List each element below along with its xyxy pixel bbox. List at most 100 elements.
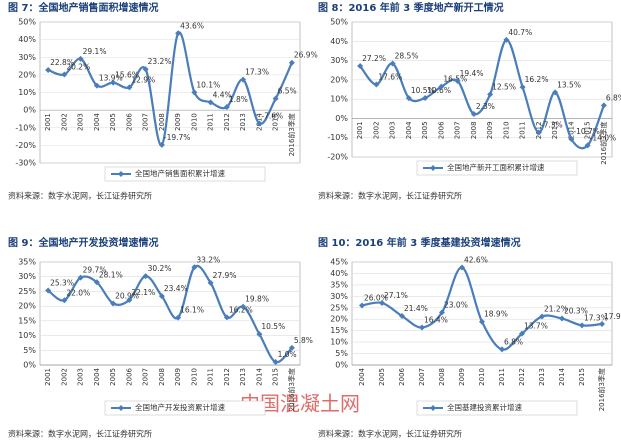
value-label: 20.9% — [115, 291, 139, 300]
x-tick-label: 2005 — [109, 113, 117, 131]
point-marker — [579, 322, 585, 329]
point-marker — [45, 66, 52, 73]
point-marker — [272, 95, 279, 102]
x-tick-label: 2009 — [174, 113, 182, 131]
value-label: 2.3% — [476, 102, 495, 111]
value-label: 12.9% — [131, 75, 155, 84]
x-tick-label: 2005 — [421, 121, 429, 139]
x-tick-label: 2008 — [158, 113, 166, 131]
point-marker — [158, 293, 165, 300]
x-tick-label: 2015 — [584, 121, 592, 139]
value-label: 13.9% — [99, 74, 123, 83]
x-tick-label: 2012 — [518, 368, 526, 386]
value-label: 20.3% — [564, 307, 588, 316]
x-tick-label: 2014 — [255, 367, 263, 385]
value-label: 26.9% — [294, 51, 318, 60]
y-tick-label: 35% — [330, 280, 348, 289]
value-label: 20.2% — [66, 63, 90, 72]
x-tick-label: 2011 — [207, 113, 215, 131]
x-tick-label: 2002 — [372, 121, 380, 139]
x-tick-label: 2012 — [223, 113, 231, 131]
legend-marker — [118, 405, 124, 411]
point-marker — [422, 94, 429, 101]
value-label: 16.4% — [424, 315, 448, 324]
x-tick-label: 2013 — [239, 368, 247, 386]
x-tick-label: 2016前3季度 — [287, 113, 296, 156]
x-tick-label: 2001 — [44, 368, 52, 386]
y-tick-label: 25% — [18, 287, 36, 296]
point-marker — [499, 346, 505, 353]
value-label: -7.6% — [261, 112, 283, 121]
value-label: 22.0% — [66, 288, 90, 297]
x-tick-label: 2011 — [519, 121, 527, 139]
y-tick-label: 5% — [23, 346, 36, 355]
value-label: 16.5% — [443, 75, 467, 84]
point-marker — [552, 89, 559, 96]
value-label: 28.1% — [99, 270, 123, 279]
point-marker — [207, 279, 214, 286]
legend-box — [416, 160, 578, 176]
value-label: 13.7% — [524, 322, 548, 331]
point-marker — [459, 264, 465, 271]
x-tick-label: 2013 — [551, 121, 559, 139]
x-tick-label: 2003 — [389, 121, 397, 139]
y-tick-label: 10% — [330, 338, 348, 347]
value-label: 15.6% — [115, 71, 139, 80]
x-tick-label: 2015 — [272, 368, 280, 386]
x-tick-label: 2010 — [478, 368, 486, 386]
value-label: 40.7% — [508, 28, 532, 37]
y-tick-label: 0% — [23, 106, 36, 115]
x-tick-label: 2007 — [142, 113, 150, 131]
x-tick-label: 2009 — [458, 368, 466, 386]
point-marker — [487, 91, 494, 98]
x-tick-label: 2010 — [190, 368, 198, 386]
y-tick-label: 20% — [18, 70, 36, 79]
x-tick-label: 2006 — [125, 367, 133, 385]
x-tick-label: 2007 — [142, 368, 150, 386]
point-marker — [479, 318, 485, 325]
point-marker — [110, 300, 117, 307]
point-marker — [419, 324, 425, 331]
x-tick-label: 2016前3季度 — [597, 368, 606, 411]
series-line — [47, 31, 293, 146]
legend-marker — [430, 165, 436, 171]
x-tick-label: 2008 — [438, 368, 446, 386]
point-marker — [288, 344, 295, 351]
point-marker — [45, 287, 52, 294]
source-note: 资料来源：数字水泥网，长江证券研究所 — [8, 191, 152, 201]
x-tick-label: 2009 — [486, 121, 494, 139]
legend-label: 全国地产开发投资累计增速 — [135, 402, 225, 412]
point-marker — [223, 314, 230, 321]
point-marker — [142, 66, 149, 73]
y-tick-label: -10% — [327, 133, 348, 142]
value-label: 29.1% — [83, 47, 107, 56]
point-marker — [93, 279, 100, 286]
point-marker — [93, 82, 100, 89]
value-label: 19.4% — [460, 69, 484, 78]
point-marker — [559, 315, 565, 322]
x-tick-label: 2004 — [93, 113, 101, 131]
value-label: 17.6% — [378, 72, 402, 81]
y-tick-label: 20% — [18, 302, 36, 311]
point-marker — [77, 55, 84, 62]
x-tick-label: 2014 — [558, 367, 566, 385]
value-label: 27.9% — [213, 271, 237, 280]
point-marker — [126, 296, 133, 303]
y-tick-label: -30% — [15, 159, 36, 168]
x-tick-label: 2006 — [398, 367, 406, 385]
value-label: 27.1% — [384, 291, 408, 300]
value-label: 21.2% — [544, 304, 568, 313]
series-line — [47, 264, 293, 364]
x-tick-label: 2012 — [223, 368, 231, 386]
x-tick-label: 2004 — [405, 121, 413, 139]
legend-box — [416, 400, 578, 416]
value-label: 6.8% — [606, 93, 621, 102]
point-marker — [142, 273, 149, 280]
point-marker — [519, 84, 526, 91]
y-tick-label: 50% — [330, 18, 348, 27]
y-tick-label: 25% — [330, 303, 348, 312]
value-label: 19.8% — [245, 295, 269, 304]
x-tick-label: 2007 — [418, 368, 426, 386]
source-note: 资料来源：数字水泥网，长江证券研究所 — [8, 429, 152, 439]
